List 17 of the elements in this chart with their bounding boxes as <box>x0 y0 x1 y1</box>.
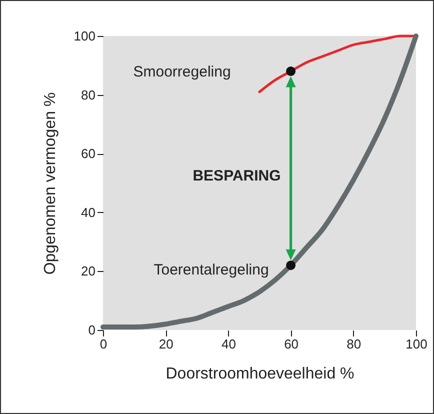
series-label: Toerentalregeling <box>154 261 269 278</box>
x-axis-title: Doorstroomhoeveelheid % <box>166 366 354 382</box>
annotation: BESPARING <box>192 167 281 184</box>
y-tick-label: 80 <box>81 87 96 102</box>
y-tick-label: 100 <box>74 28 96 44</box>
text: Smoorregeling <box>133 63 231 80</box>
x-tick-label: 100 <box>406 336 428 352</box>
y-tick-label: 60 <box>81 146 96 162</box>
y-axis-title: Opgenomen vermogen % <box>42 92 59 275</box>
x-tick-label: 40 <box>221 336 236 352</box>
x-tick-label: 60 <box>284 336 299 352</box>
y-tick-label: 20 <box>81 264 96 279</box>
x-tick-label: 20 <box>158 336 174 352</box>
x-tick-label: 80 <box>346 336 362 352</box>
y-tick-label: 0 <box>88 322 96 338</box>
x-tick-label: 0 <box>100 336 108 352</box>
y-tick-label: 40 <box>81 204 96 220</box>
